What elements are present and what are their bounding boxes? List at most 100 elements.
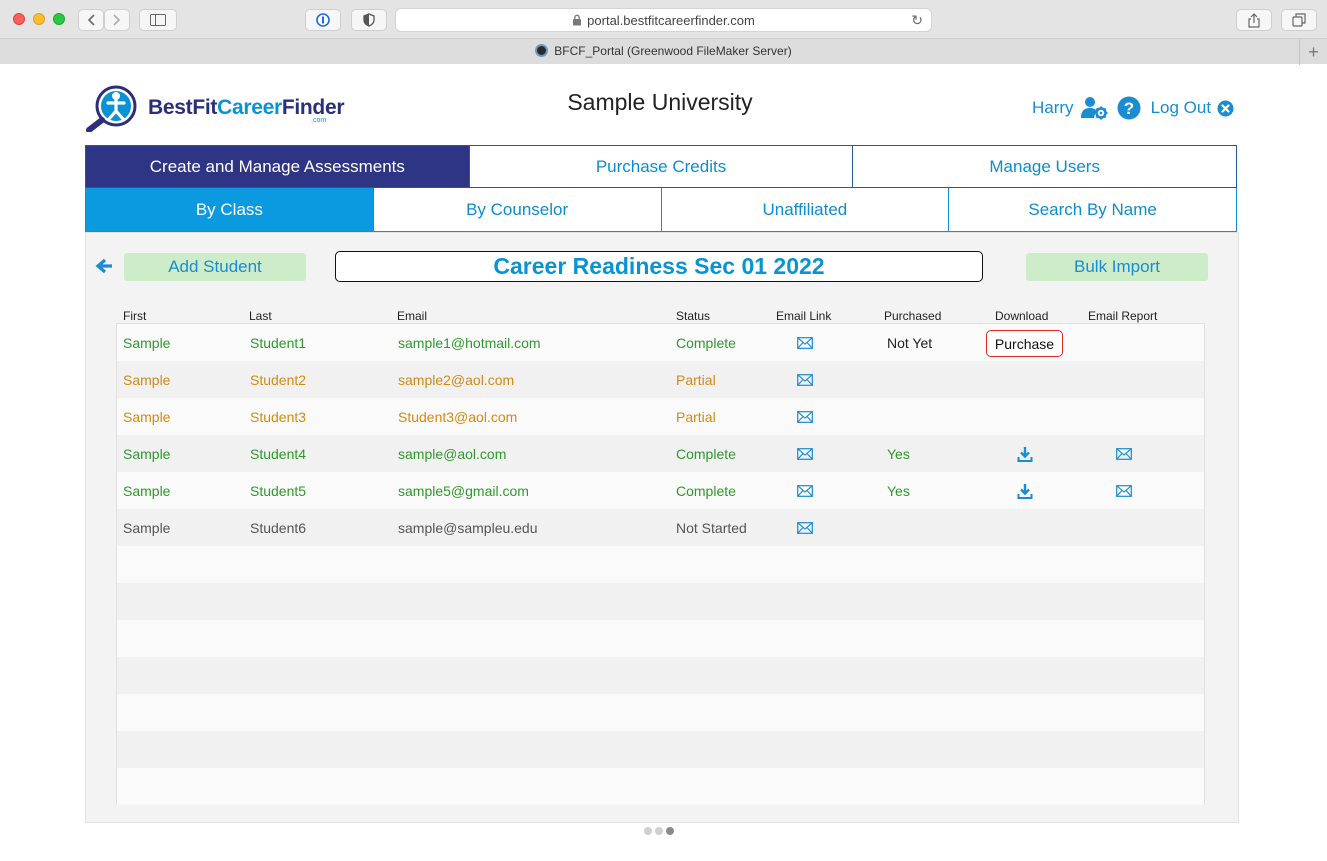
tab-create-manage-assessments[interactable]: Create and Manage Assessments [86, 146, 469, 187]
column-header-first: First [123, 309, 147, 323]
cell-email: sample2@aol.com [398, 371, 515, 388]
page-dot-active[interactable] [666, 827, 674, 835]
cell-first: Sample [123, 371, 171, 388]
page-dot[interactable] [644, 827, 652, 835]
empty-row [117, 731, 1204, 768]
envelope-icon [797, 521, 813, 534]
tab-purchase-credits[interactable]: Purchase Credits [468, 146, 853, 187]
table-row[interactable]: Sample Student2 sample2@aol.com Partial [117, 361, 1204, 398]
tab-manage-users[interactable]: Manage Users [852, 146, 1237, 187]
cell-status: Complete [676, 334, 736, 351]
reload-icon[interactable]: ↻ [911, 12, 923, 28]
table-row[interactable]: Sample Student6 sample@sampleu.edu Not S… [117, 509, 1204, 546]
help-icon[interactable]: ? [1117, 96, 1141, 120]
address-bar[interactable]: portal.bestfitcareerfinder.com ↻ [395, 8, 932, 32]
back-nav-button[interactable] [78, 9, 104, 31]
active-browser-tab[interactable]: BFCF_Portal (Greenwood FileMaker Server) [0, 44, 1327, 58]
close-window-button[interactable] [13, 13, 25, 25]
privacy-shield-button[interactable] [351, 9, 387, 31]
share-button[interactable] [1236, 9, 1272, 31]
envelope-icon [797, 484, 813, 497]
new-tab-button[interactable]: + [1299, 39, 1327, 65]
cell-purchased: Yes [887, 482, 910, 499]
email-link-button[interactable] [797, 361, 813, 398]
chevron-right-icon [113, 14, 121, 26]
email-link-button[interactable] [797, 398, 813, 435]
cell-email: sample@aol.com [398, 445, 507, 462]
email-report-button[interactable] [1116, 435, 1132, 472]
empty-row [117, 694, 1204, 731]
email-link-button[interactable] [797, 435, 813, 472]
lock-icon [573, 14, 582, 26]
chevron-left-icon [87, 14, 95, 26]
bulk-import-button[interactable]: Bulk Import [1026, 253, 1208, 281]
user-name-link[interactable]: Harry [1032, 98, 1074, 117]
tab-unaffiliated[interactable]: Unaffiliated [660, 188, 949, 231]
empty-row [117, 620, 1204, 657]
cell-last: Student1 [250, 334, 307, 351]
cell-status: Complete [676, 445, 736, 462]
tab-search-by-name[interactable]: Search By Name [948, 188, 1236, 231]
forward-nav-button[interactable] [104, 9, 130, 31]
column-header-last: Last [249, 309, 272, 323]
favicon-icon [535, 44, 549, 57]
column-header-email: Email [397, 309, 428, 323]
cell-last: Student6 [250, 519, 307, 536]
tab-by-class[interactable]: By Class [86, 188, 373, 231]
cell-status: Complete [676, 482, 736, 499]
user-settings-icon[interactable] [1080, 96, 1108, 120]
browser-toolbar: portal.bestfitcareerfinder.com ↻ [0, 0, 1327, 38]
page-dot[interactable] [655, 827, 663, 835]
download-icon [1017, 483, 1033, 499]
user-area: Harry ? Log Out [1032, 96, 1234, 120]
table-row[interactable]: Sample Student3 Student3@aol.com Partial [117, 398, 1204, 435]
page-indicator [644, 827, 674, 835]
share-icon [1248, 12, 1260, 28]
cell-status: Partial [676, 371, 716, 388]
add-student-button[interactable]: Add Student [124, 253, 306, 281]
tab-overview-button[interactable] [1281, 9, 1317, 31]
download-report-button[interactable] [1017, 435, 1033, 472]
logo-com: .com [311, 117, 327, 124]
table-row[interactable]: Sample Student1 sample1@hotmail.com Comp… [117, 324, 1204, 361]
brand-logo[interactable]: BestFitCareerFinder .com [86, 84, 345, 132]
cell-status: Not Started [676, 519, 747, 536]
envelope-icon [797, 336, 813, 349]
back-arrow-icon[interactable] [94, 256, 114, 276]
cell-status: Partial [676, 408, 716, 425]
students-table: First Last Email Status Email Link Purch… [116, 306, 1205, 805]
envelope-icon [797, 410, 813, 423]
address-text: portal.bestfitcareerfinder.com [587, 12, 755, 28]
email-link-button[interactable] [797, 472, 813, 509]
download-report-button[interactable] [1017, 472, 1033, 509]
email-link-button[interactable] [797, 509, 813, 546]
password-manager-button[interactable] [305, 9, 341, 31]
empty-row [117, 768, 1204, 805]
zoom-window-button[interactable] [53, 13, 65, 25]
logout-link[interactable]: Log Out [1150, 98, 1212, 117]
tab-strip: BFCF_Portal (Greenwood FileMaker Server)… [0, 38, 1327, 65]
cell-first: Sample [123, 445, 171, 462]
sidebar-toggle-button[interactable] [139, 9, 177, 31]
cell-email: Student3@aol.com [398, 408, 518, 425]
cell-first: Sample [123, 408, 171, 425]
tab-by-counselor[interactable]: By Counselor [372, 188, 661, 231]
cell-first: Sample [123, 519, 171, 536]
empty-row [117, 546, 1204, 583]
table-row[interactable]: Sample Student5 sample5@gmail.com Comple… [117, 472, 1204, 509]
envelope-icon [1116, 447, 1132, 460]
secondary-nav: By Class By Counselor Unaffiliated Searc… [85, 188, 1237, 232]
email-report-button[interactable] [1116, 472, 1132, 509]
cell-email: sample5@gmail.com [398, 482, 529, 499]
cell-purchased: Not Yet [887, 334, 933, 351]
email-link-button[interactable] [797, 324, 813, 361]
logo-wordmark: BestFitCareerFinder [148, 96, 345, 119]
svg-text:?: ? [1123, 99, 1133, 118]
envelope-icon [797, 447, 813, 460]
purchase-button[interactable]: Purchase [986, 330, 1063, 357]
envelope-icon [1116, 484, 1132, 497]
close-circle-icon[interactable] [1217, 100, 1234, 117]
minimize-window-button[interactable] [33, 13, 45, 25]
table-row[interactable]: Sample Student4 sample@aol.com Complete … [117, 435, 1204, 472]
cell-email: sample@sampleu.edu [398, 519, 538, 536]
